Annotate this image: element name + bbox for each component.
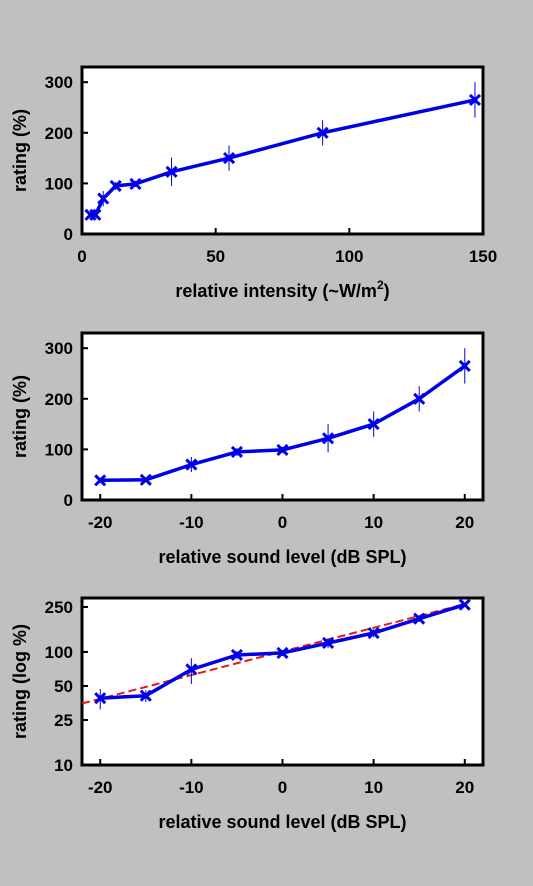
y-tick-label: 0 bbox=[64, 225, 73, 244]
data-point bbox=[109, 179, 122, 192]
plot-area bbox=[80, 596, 485, 767]
x-tick-label: 0 bbox=[278, 778, 287, 797]
y-tick-label: 100 bbox=[45, 643, 73, 662]
y-tick-label: 100 bbox=[45, 440, 73, 459]
y-tick-label: 300 bbox=[45, 339, 73, 358]
data-point bbox=[89, 208, 102, 221]
data-point bbox=[413, 612, 426, 625]
y-axis-label: rating (%) bbox=[10, 375, 30, 458]
plot-area bbox=[80, 331, 485, 502]
y-tick-label: 200 bbox=[45, 124, 73, 143]
data-point bbox=[222, 152, 236, 165]
x-tick-label: 20 bbox=[455, 513, 474, 532]
y-tick-label: 100 bbox=[45, 174, 73, 193]
data-point bbox=[185, 663, 198, 676]
x-axis-label-superscript: 2 bbox=[377, 278, 384, 292]
plot-area bbox=[80, 65, 485, 236]
y-tick-label: 0 bbox=[64, 491, 73, 510]
y-tick-label: 10 bbox=[54, 756, 73, 775]
data-point bbox=[316, 126, 329, 139]
data-point bbox=[139, 473, 152, 486]
x-axis-label: relative sound level (dB SPL) bbox=[158, 812, 406, 832]
data-point bbox=[413, 392, 426, 405]
data-point bbox=[322, 432, 335, 445]
x-tick-label: 150 bbox=[469, 247, 497, 266]
x-tick-label: 0 bbox=[77, 247, 86, 266]
x-axis-label: relative sound level (dB SPL) bbox=[158, 547, 406, 567]
x-tick-label: -20 bbox=[88, 778, 113, 797]
y-axis-label: rating (log %) bbox=[10, 624, 30, 739]
x-tick-label: 50 bbox=[206, 247, 225, 266]
x-tick-label: -10 bbox=[179, 513, 204, 532]
x-tick-label: -10 bbox=[179, 778, 204, 797]
y-tick-label: 200 bbox=[45, 390, 73, 409]
x-tick-label: 20 bbox=[455, 778, 474, 797]
data-point bbox=[97, 192, 110, 205]
y-tick-label: 25 bbox=[54, 711, 73, 730]
chart-intensity: 0 50 100 150 0 100 200 300 relative intensity (~… bbox=[10, 65, 497, 301]
chart-sound-level-log: -20 -10 0 10 20 10 25 50 100 250 relative sound le… bbox=[10, 596, 485, 832]
data-point bbox=[367, 418, 380, 431]
x-tick-label: 100 bbox=[335, 247, 363, 266]
data-point bbox=[230, 648, 243, 662]
data-point bbox=[129, 177, 142, 190]
x-axis-label-text: relative intensity (~W/m bbox=[175, 281, 377, 301]
data-point bbox=[94, 474, 107, 487]
data-point bbox=[230, 445, 243, 458]
x-tick-label: 0 bbox=[278, 513, 287, 532]
data-point bbox=[458, 359, 471, 372]
x-axis-label-text: relative sound level (dB SPL) bbox=[158, 812, 406, 832]
y-axis-label: rating (%) bbox=[10, 109, 30, 192]
data-point bbox=[468, 93, 482, 106]
data-point bbox=[322, 636, 335, 650]
y-tick-label: 300 bbox=[45, 73, 73, 92]
x-tick-label: -20 bbox=[88, 513, 113, 532]
data-point bbox=[165, 165, 178, 178]
data-point bbox=[458, 598, 471, 611]
x-tick-label: 10 bbox=[364, 778, 383, 797]
data-point bbox=[94, 692, 107, 705]
data-point bbox=[276, 646, 289, 659]
y-tick-label: 50 bbox=[54, 677, 73, 696]
x-tick-label: 10 bbox=[364, 513, 383, 532]
x-axis-label-end: ) bbox=[384, 281, 390, 301]
data-point bbox=[139, 689, 152, 702]
data-point bbox=[185, 458, 198, 471]
x-axis-label-text: relative sound level (dB SPL) bbox=[158, 547, 406, 567]
y-tick-label: 250 bbox=[45, 598, 73, 617]
data-point bbox=[367, 626, 380, 640]
x-axis-label: relative intensity (~W/m2) bbox=[175, 278, 389, 301]
data-point bbox=[276, 443, 289, 456]
